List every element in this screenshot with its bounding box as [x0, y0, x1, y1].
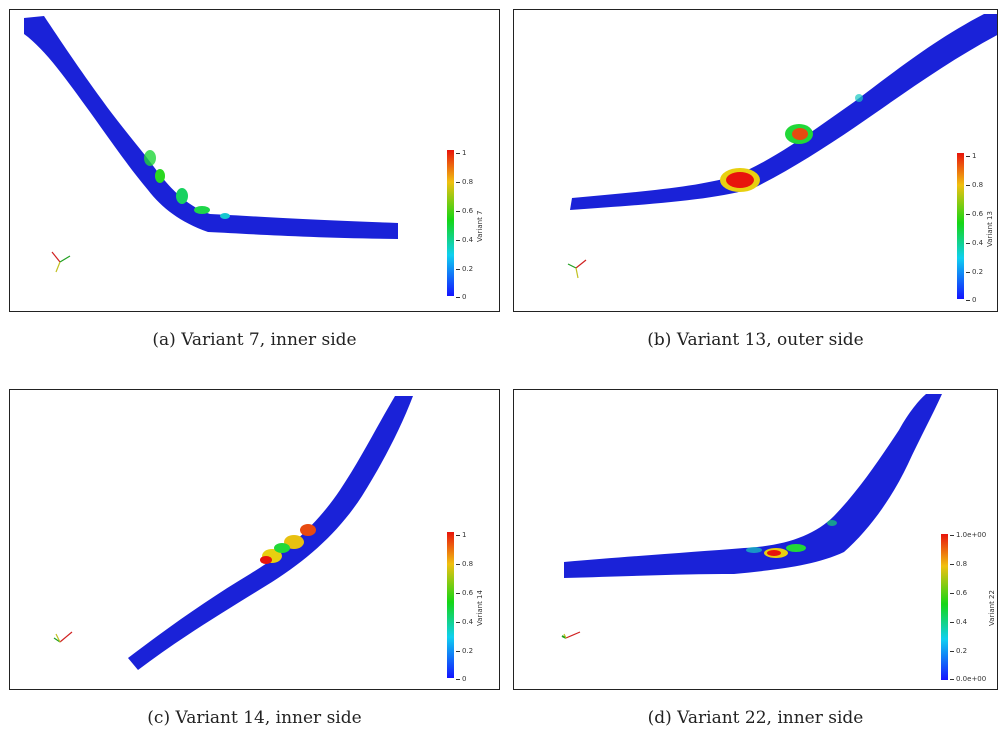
colorbar-tick: 0.4	[965, 239, 984, 247]
hotspot	[767, 550, 781, 556]
colorbar-tick: 1.0e+00	[949, 531, 987, 539]
panel-a-render: 1 0.8 0.6 0.4 0.2 0 Variant 7	[9, 9, 500, 312]
panel-d-render: 1.0e+00 0.8 0.6 0.4 0.2 0.0e+00 Variant …	[513, 389, 998, 690]
caption-b: (b) Variant 13, outer side	[647, 330, 864, 350]
hotspot	[726, 172, 754, 188]
colorbar-tick: 0	[965, 296, 977, 304]
orientation-axes	[51, 251, 71, 273]
hotspot	[155, 169, 165, 183]
colorbar-tick: 0.6	[949, 589, 968, 597]
colorbar-tick: 0.4	[455, 618, 474, 626]
colorbar-tick: 0.8	[949, 560, 968, 568]
hotspot	[144, 150, 156, 166]
colorbar-tick: 0.2	[965, 268, 984, 276]
colorbar-tick: 0.8	[455, 560, 474, 568]
colorbar-tick: 0.2	[455, 265, 474, 273]
colorbar-tick: 0.6	[455, 589, 474, 597]
colorbar-tick: 0.4	[455, 236, 474, 244]
colorbar-tick: 0.4	[949, 618, 968, 626]
colorbar	[957, 153, 964, 299]
vessel-shape	[570, 14, 997, 210]
colorbar	[941, 534, 948, 680]
colorbar	[447, 532, 454, 678]
orientation-axes	[53, 631, 73, 643]
hotspot	[855, 94, 863, 102]
caption-a: (a) Variant 7, inner side	[152, 330, 357, 350]
colorbar-tick: 1	[455, 149, 467, 157]
colorbar-tick: 0.0e+00	[949, 675, 987, 683]
orientation-axes	[567, 259, 587, 279]
caption-c: (c) Variant 14, inner side	[147, 708, 362, 728]
vessel-render-c	[53, 396, 413, 670]
colorbar-tick: 0	[455, 293, 467, 301]
colorbar-tick: 0.2	[455, 647, 474, 655]
colorbar-title: Variant 13	[986, 211, 994, 247]
hotspot	[792, 128, 808, 140]
panel-c-render: 1 0.8 0.6 0.4 0.2 0 Variant 14	[9, 389, 500, 690]
colorbar-tick: 0.2	[949, 647, 968, 655]
vessel-shape	[564, 394, 942, 578]
hotspot	[786, 544, 806, 552]
colorbar-tick: 1	[965, 152, 977, 160]
hotspot	[746, 547, 762, 553]
orientation-axes	[561, 631, 581, 639]
colorbar	[447, 150, 454, 296]
colorbar-tick: 1	[455, 531, 467, 539]
hotspot	[220, 213, 230, 219]
panel-b-render: 1 0.8 0.6 0.4 0.2 0 Variant 13	[513, 9, 998, 312]
colorbar-title: Variant 22	[988, 590, 996, 626]
colorbar-tick: 0.8	[455, 178, 474, 186]
hotspot	[284, 535, 304, 549]
hotspot	[194, 206, 210, 214]
hotspot	[260, 556, 272, 564]
vessel-render-b	[567, 14, 997, 279]
vessel-shape	[24, 16, 398, 239]
vessel-render-a	[24, 16, 398, 273]
vessel-render-d	[561, 394, 942, 639]
colorbar-tick: 0.8	[965, 181, 984, 189]
hotspot	[176, 188, 188, 204]
colorbar-title: Variant 14	[476, 590, 484, 626]
colorbar-tick: 0	[455, 675, 467, 683]
colorbar-tick: 0.6	[965, 210, 984, 218]
caption-d: (d) Variant 22, inner side	[647, 708, 864, 728]
colorbar-title: Variant 7	[476, 210, 484, 242]
hotspot	[274, 543, 290, 553]
hotspot	[300, 524, 316, 536]
vessel-shape	[128, 396, 413, 670]
colorbar-tick: 0.6	[455, 207, 474, 215]
hotspot	[827, 520, 837, 526]
